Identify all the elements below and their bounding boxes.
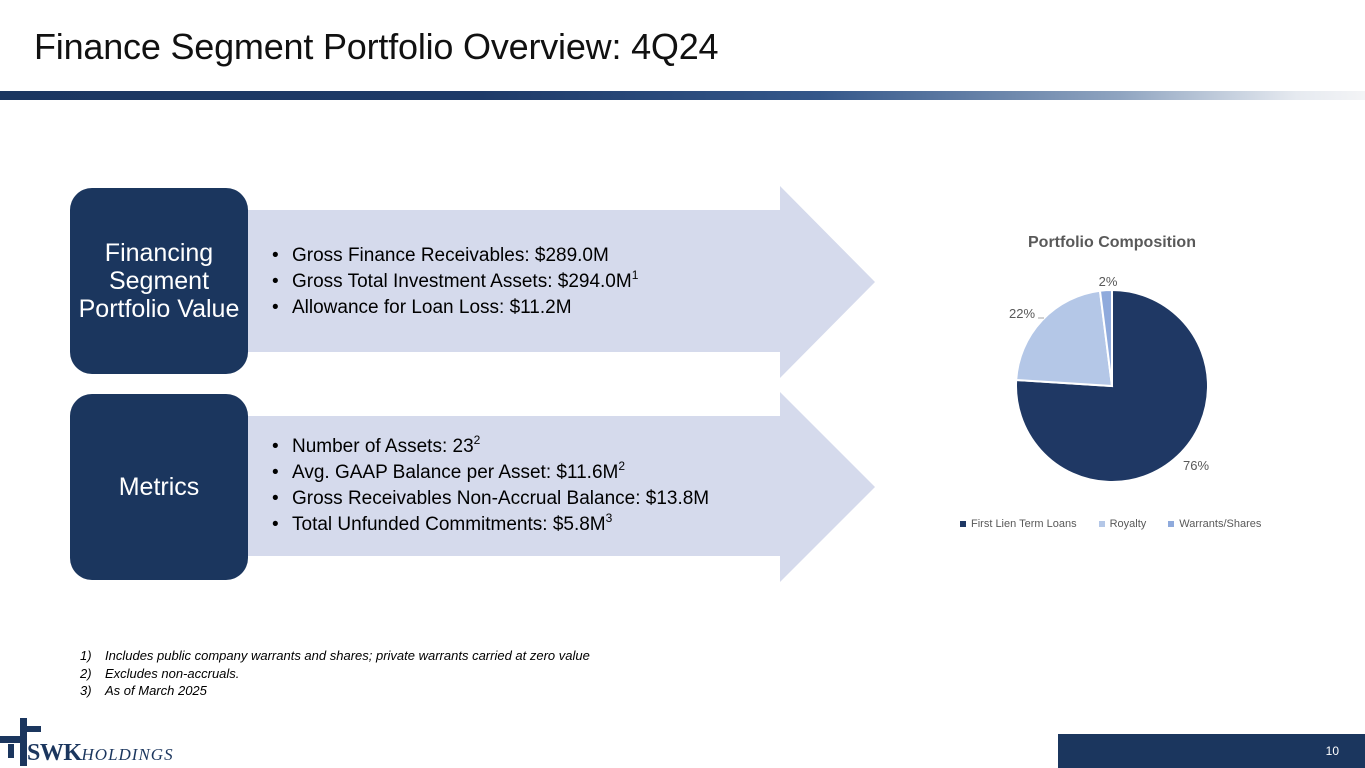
legend-item: Royalty bbox=[1098, 518, 1147, 530]
portfolio-value-bullets: Gross Finance Receivables: $289.0M Gross… bbox=[272, 243, 638, 321]
pie-data-label: 76% bbox=[1183, 458, 1209, 473]
legend-label: First Lien Term Loans bbox=[971, 518, 1077, 530]
bullet-item: Gross Receivables Non-Accrual Balance: $… bbox=[272, 486, 709, 512]
bullet-item: Gross Finance Receivables: $289.0M bbox=[272, 243, 638, 269]
footnote-item: 1) Includes public company warrants and s… bbox=[80, 648, 590, 663]
section-label-portfolio-value: Financing Segment Portfolio Value bbox=[70, 188, 248, 374]
legend-swatch bbox=[960, 521, 966, 527]
chart-legend: First Lien Term Loans Royalty Warrants/Sha… bbox=[960, 518, 1261, 530]
pie-slice-royalty bbox=[1015, 289, 1114, 388]
legend-swatch bbox=[1098, 521, 1105, 527]
legend-label: Royalty bbox=[1109, 518, 1147, 530]
page-number: 10 bbox=[1058, 734, 1365, 768]
section-label-metrics: Metrics bbox=[70, 394, 248, 580]
chart-title: Portfolio Composition bbox=[1028, 234, 1196, 251]
title-divider-bar bbox=[0, 91, 1365, 100]
legend-item: Warrants/Shares bbox=[1168, 518, 1261, 530]
logo-sub: HOLDINGS bbox=[81, 745, 174, 764]
pie-slice-warrants-shares bbox=[1098, 288, 1113, 387]
bullet-item: Number of Assets: 232 bbox=[272, 434, 709, 460]
pie-data-label: 2% bbox=[1099, 274, 1118, 289]
footnotes: 1) Includes public company warrants and s… bbox=[80, 647, 590, 700]
bullet-item: Gross Total Investment Assets: $294.0M1 bbox=[272, 269, 638, 295]
legend-label: Warrants/Shares bbox=[1179, 518, 1262, 530]
bullet-item: Total Unfunded Commitments: $5.8M3 bbox=[272, 512, 709, 538]
metrics-bullets: Number of Assets: 232 Avg. GAAP Balance … bbox=[272, 434, 709, 538]
footnote-item: 2) Excludes non-accruals. bbox=[80, 665, 240, 681]
legend-item: First Lien Term Loans bbox=[960, 518, 1077, 530]
swk-logo-icon bbox=[0, 718, 41, 766]
bullet-item: Avg. GAAP Balance per Asset: $11.6M2 bbox=[272, 460, 709, 486]
pie-slice-first-lien-term-loans bbox=[1015, 288, 1209, 483]
bullet-item: Allowance for Loan Loss: $11.2M bbox=[272, 295, 638, 321]
footnote-item: 3) As of March 2025 bbox=[80, 683, 207, 698]
pie-data-label: 22% bbox=[1009, 306, 1035, 321]
logo-brand: SWK bbox=[27, 740, 82, 766]
slide-title: Finance Segment Portfolio Overview: 4Q24 bbox=[34, 26, 719, 67]
company-logo-text: SWKHOLDINGS bbox=[27, 741, 174, 765]
legend-swatch bbox=[1168, 521, 1175, 527]
